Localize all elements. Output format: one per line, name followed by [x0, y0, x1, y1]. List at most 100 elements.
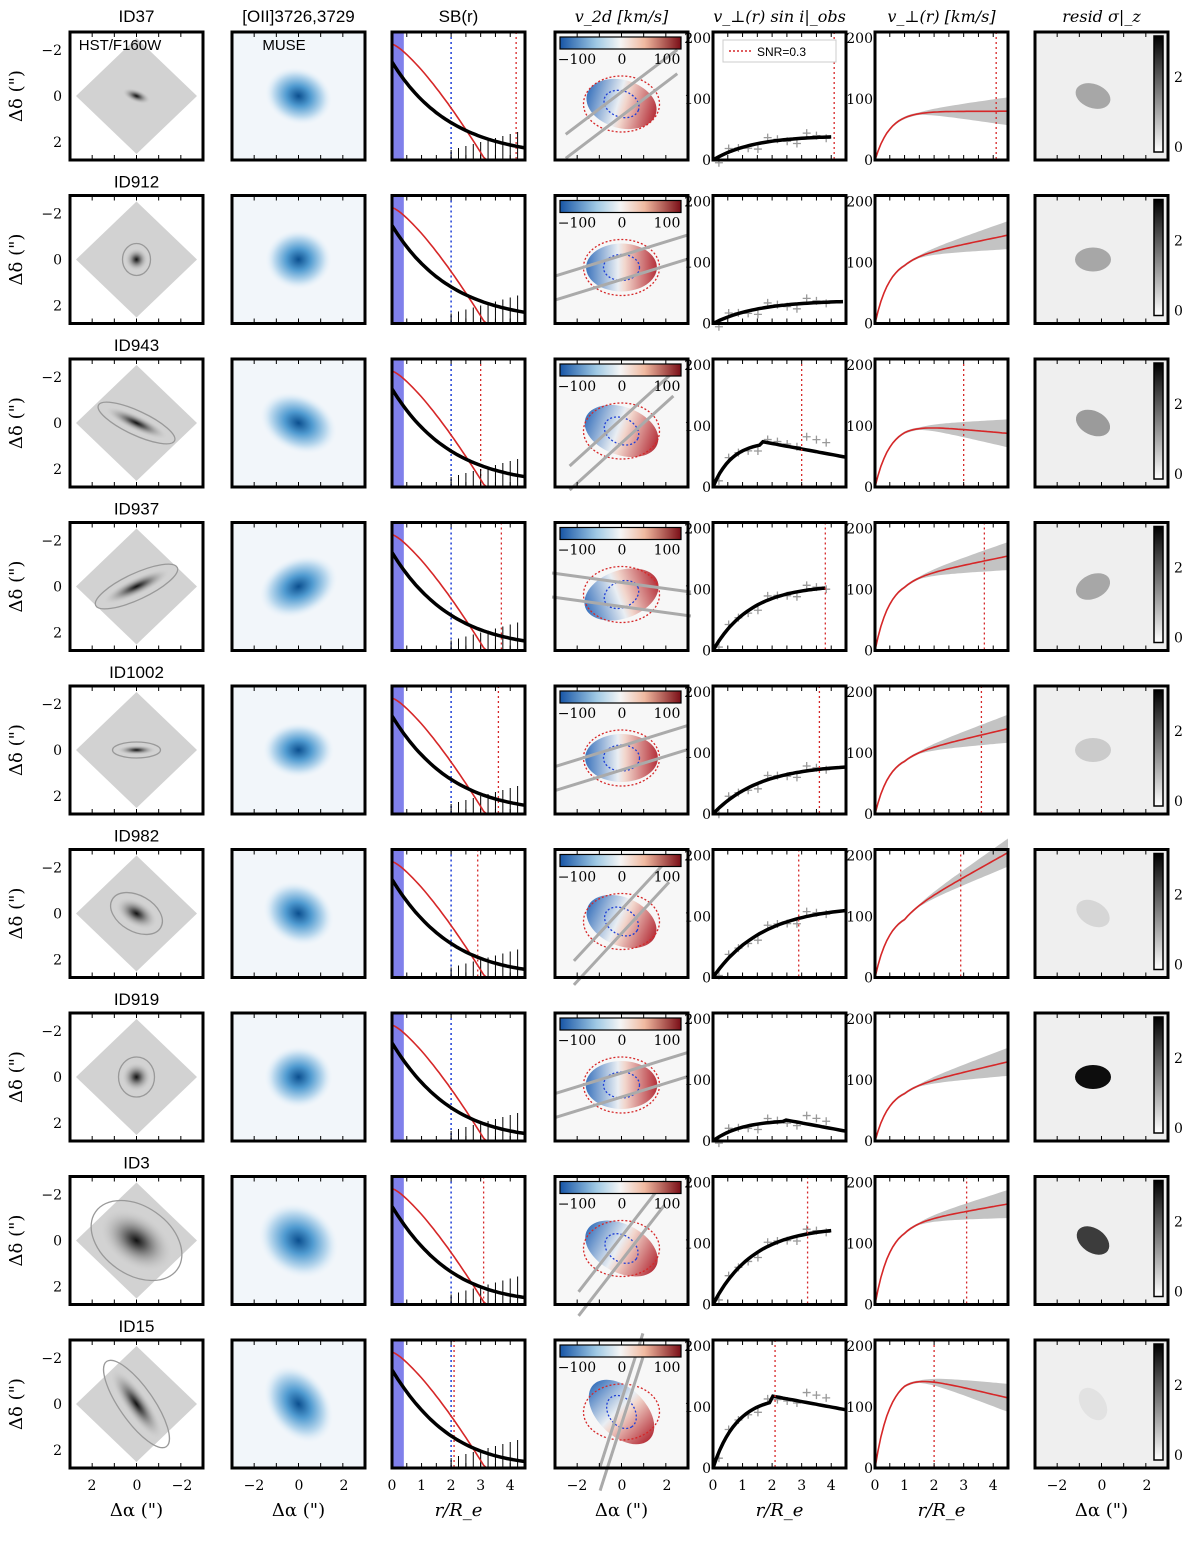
hst-aperture-ellipse — [109, 891, 164, 936]
vrot-y-tick: 100 — [846, 256, 873, 272]
x-axis-label: r/R_e — [435, 1500, 483, 1521]
x-tick-label: 4 — [989, 1478, 998, 1494]
resid-colorbar — [1153, 198, 1164, 317]
vobs-data-point — [792, 592, 801, 601]
x-tick-label: 2 — [768, 1478, 777, 1494]
y-tick-label: 2 — [53, 626, 62, 642]
legend-box — [722, 39, 837, 63]
hst-galaxy — [105, 407, 168, 439]
v2d-colorbar — [559, 1180, 682, 1195]
sb-background — [392, 522, 525, 651]
panel-frame — [711, 684, 848, 816]
panel-frame — [390, 1338, 527, 1470]
row-title: ID3 — [123, 1154, 149, 1173]
panel-frame — [873, 521, 1010, 652]
v2d-velocity-field — [585, 1061, 658, 1109]
vobs-data-point — [822, 1393, 831, 1402]
vobs-y-tick: 100 — [684, 1400, 711, 1416]
sb-profile-curve — [390, 1042, 526, 1136]
y-tick-label: 0 — [53, 580, 62, 596]
vobs-y-tick: 200 — [684, 1012, 711, 1028]
v2d-slit-line — [554, 257, 689, 302]
vrot-background — [875, 195, 1008, 324]
vrot-uncertainty-band — [875, 838, 1008, 979]
vobs-y-tick: 0 — [702, 1134, 711, 1150]
y-tick-label: −2 — [41, 697, 62, 713]
panel-frame — [711, 194, 848, 325]
vobs-y-tick: 0 — [702, 1298, 711, 1314]
vobs-data-point — [802, 762, 811, 771]
y-tick-label: −2 — [41, 370, 62, 386]
row-title: ID15 — [119, 1317, 155, 1336]
y-tick-label: −2 — [41, 1351, 62, 1367]
row-title: ID919 — [114, 990, 159, 1009]
vrot-curve — [874, 1061, 1009, 1142]
vrot-y-tick: 0 — [864, 480, 873, 496]
vobs-y-tick: 200 — [684, 1339, 711, 1355]
panel-frame — [390, 194, 527, 325]
v2d-colorbar-tick: 100 — [654, 216, 681, 232]
resid-feature — [1078, 1387, 1108, 1421]
vobs-data-point — [753, 1408, 762, 1417]
v2d-colorbar-tick: −100 — [558, 1360, 596, 1376]
v2d-slit-line — [572, 857, 671, 962]
hst-aperture-ellipse — [117, 1056, 156, 1098]
v2d-colorbar-tick: 100 — [654, 543, 681, 559]
vrot-curve — [874, 110, 1008, 161]
vobs-y-tick: 100 — [684, 92, 711, 108]
hst-galaxy — [122, 88, 151, 104]
vrot-uncertainty-band — [875, 714, 1008, 816]
y-axis-label: Δδ (") — [6, 724, 27, 776]
vobs-fit-curve — [711, 1394, 847, 1469]
y-tick-label: 2 — [53, 462, 62, 478]
vrot-y-tick: 200 — [846, 522, 873, 538]
vrot-uncertainty-band — [875, 419, 1008, 489]
v2d-blue-ellipse — [603, 906, 640, 937]
y-tick-label: 0 — [53, 1234, 62, 1250]
vrot-uncertainty-band — [875, 1189, 1008, 1306]
column-title: v_⊥(r) sin i|_obs — [713, 7, 846, 26]
vobs-y-tick: 100 — [684, 1073, 711, 1089]
v2d-colorbar-tick: −100 — [558, 1197, 596, 1213]
resid-colorbar-tick: 2 — [1174, 724, 1183, 740]
panel-frame — [873, 1338, 1010, 1470]
vobs-fit-curve — [711, 1228, 832, 1306]
v2d-colorbar — [559, 1017, 682, 1031]
x-tick-label: 0 — [388, 1478, 397, 1494]
panel-frame — [390, 684, 527, 816]
x-tick-label: 1 — [417, 1478, 426, 1494]
y-tick-label: −2 — [41, 43, 62, 59]
vobs-y-tick: 200 — [684, 685, 711, 701]
vobs-y-tick: 0 — [702, 807, 711, 823]
y-axis-label: Δδ (") — [6, 1215, 27, 1267]
vobs-data-point — [822, 1117, 831, 1126]
x-tick-label: 2 — [1143, 1478, 1152, 1494]
v2d-slit-line — [568, 370, 675, 468]
v2d-colorbar-tick: 100 — [654, 52, 681, 68]
v2d-slit-line — [551, 595, 692, 618]
panel-frame — [711, 521, 848, 652]
vobs-data-point — [802, 907, 811, 916]
resid-colorbar-tick: 2 — [1174, 397, 1183, 413]
x-tick-label: 1 — [738, 1478, 747, 1494]
panel-frame — [711, 357, 848, 489]
vrot-curve — [874, 1203, 1009, 1305]
v2d-slit-line — [568, 394, 675, 492]
sb-profile-curve — [390, 878, 526, 972]
resid-colorbar — [1153, 362, 1164, 480]
vrot-background — [875, 686, 1008, 814]
panel-frame — [873, 684, 1010, 816]
sb-background — [392, 32, 525, 160]
muse-emission — [265, 229, 332, 290]
panel-frame — [390, 521, 527, 652]
x-tick-label: 3 — [959, 1478, 968, 1494]
v2d-colorbar-tick: −100 — [558, 870, 596, 886]
v2d-colorbar-tick: −100 — [558, 379, 596, 395]
x-tick-label: 2 — [88, 1478, 97, 1494]
muse-label: MUSE — [262, 37, 305, 54]
y-tick-label: 0 — [53, 89, 62, 105]
column-title: resid σ|_z — [1062, 7, 1141, 26]
sb-background — [392, 686, 525, 814]
y-tick-label: −2 — [41, 534, 62, 550]
